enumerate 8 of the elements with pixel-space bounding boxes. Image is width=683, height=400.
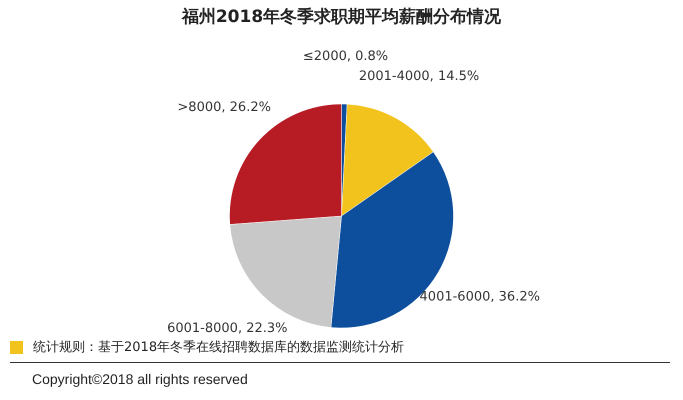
slice-label: ≤2000, 0.8% — [302, 49, 388, 64]
slice-label: >8000, 26.2% — [177, 100, 271, 116]
text: Copyright©2018 all rights reserved — [10, 362, 670, 387]
text: 统计规则：基于2018年冬季在线招聘数据库的数据监测统计分析 — [33, 339, 404, 356]
slice-label: 4001-6000, 36.2% — [420, 290, 540, 305]
chart-title: 福州2018年冬季求职期平均薪酬分布情况 — [180, 7, 502, 28]
slice-label: 6001-8000, 22.3% — [167, 321, 288, 336]
slice-label: 2001-4000, 14.5% — [358, 69, 480, 84]
